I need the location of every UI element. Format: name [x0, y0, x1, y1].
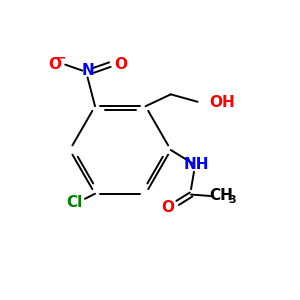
- Text: CH: CH: [210, 188, 234, 203]
- Text: 3: 3: [228, 195, 236, 205]
- Text: O: O: [114, 56, 127, 71]
- Text: NH: NH: [184, 158, 209, 172]
- Text: O: O: [48, 56, 62, 71]
- Text: N: N: [81, 63, 94, 78]
- Text: −: −: [56, 52, 66, 64]
- Text: O: O: [162, 200, 175, 215]
- Text: OH: OH: [209, 95, 235, 110]
- Text: Cl: Cl: [66, 195, 82, 210]
